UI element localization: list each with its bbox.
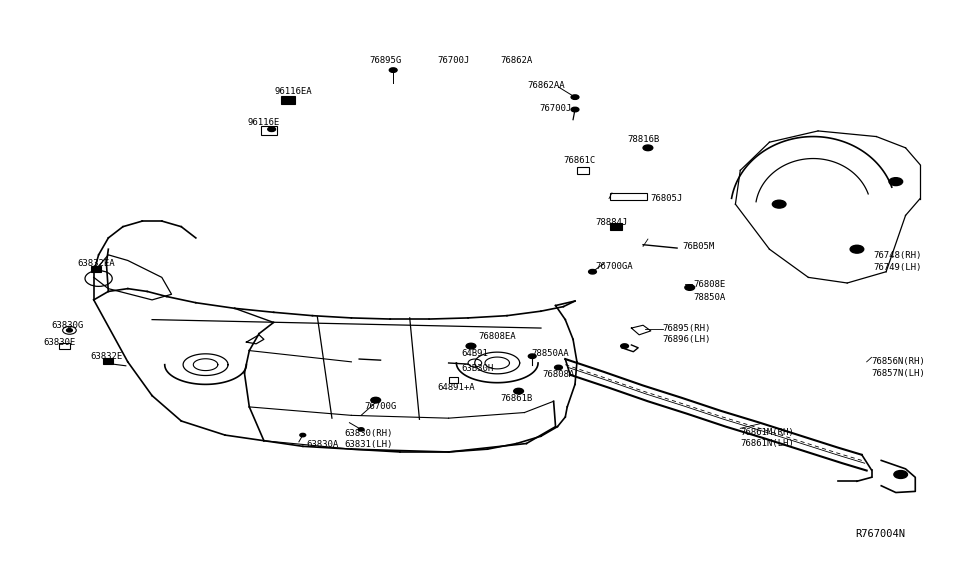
Bar bbox=[577, 167, 589, 174]
Text: 76700GA: 76700GA bbox=[595, 261, 633, 271]
Text: 63830G: 63830G bbox=[52, 321, 84, 330]
Bar bbox=[103, 358, 113, 363]
Text: 76895G: 76895G bbox=[370, 56, 402, 65]
Text: 63830E: 63830E bbox=[44, 338, 76, 346]
Circle shape bbox=[894, 470, 908, 478]
Text: 76808EA: 76808EA bbox=[479, 332, 516, 341]
Text: 78816B: 78816B bbox=[627, 135, 659, 144]
Text: 76861C: 76861C bbox=[564, 156, 596, 165]
Circle shape bbox=[528, 354, 536, 358]
Circle shape bbox=[555, 365, 563, 370]
Text: 76B05M: 76B05M bbox=[682, 242, 715, 251]
Bar bbox=[91, 266, 100, 272]
Text: 76861M(RH): 76861M(RH) bbox=[740, 428, 794, 437]
Text: 76896(LH): 76896(LH) bbox=[662, 335, 711, 344]
Circle shape bbox=[571, 95, 579, 100]
Circle shape bbox=[466, 343, 476, 349]
Text: 76861B: 76861B bbox=[500, 394, 532, 403]
Text: 63830(RH): 63830(RH) bbox=[345, 430, 393, 439]
Circle shape bbox=[268, 127, 276, 131]
Circle shape bbox=[389, 68, 397, 72]
Text: 76700G: 76700G bbox=[365, 402, 397, 411]
Circle shape bbox=[514, 388, 524, 394]
Circle shape bbox=[644, 145, 653, 151]
Circle shape bbox=[370, 397, 380, 403]
Bar bbox=[282, 96, 295, 104]
Text: 64891+A: 64891+A bbox=[438, 383, 475, 392]
Circle shape bbox=[621, 344, 629, 348]
Circle shape bbox=[571, 108, 579, 112]
Bar bbox=[610, 224, 622, 230]
Circle shape bbox=[358, 428, 364, 431]
Bar bbox=[448, 377, 458, 383]
Circle shape bbox=[850, 245, 864, 253]
Text: 76700J: 76700J bbox=[539, 104, 571, 113]
Text: 63831(LH): 63831(LH) bbox=[345, 440, 393, 449]
Bar bbox=[58, 342, 70, 349]
Circle shape bbox=[66, 329, 72, 332]
Text: 63832EA: 63832EA bbox=[78, 259, 115, 268]
Circle shape bbox=[772, 200, 786, 208]
Bar bbox=[610, 194, 647, 200]
Text: 96116EA: 96116EA bbox=[274, 87, 312, 96]
Text: 96116E: 96116E bbox=[248, 118, 280, 127]
Text: 64B91: 64B91 bbox=[461, 349, 488, 358]
Bar bbox=[261, 126, 277, 135]
Text: 63832E: 63832E bbox=[91, 351, 123, 361]
Text: 63B30H: 63B30H bbox=[461, 364, 494, 373]
Circle shape bbox=[889, 178, 903, 186]
Text: 76895(RH): 76895(RH) bbox=[662, 324, 711, 333]
Text: 76808A: 76808A bbox=[542, 370, 574, 379]
Text: 76862AA: 76862AA bbox=[527, 82, 565, 91]
Text: 76748(RH): 76748(RH) bbox=[874, 251, 921, 260]
Text: 76805J: 76805J bbox=[651, 194, 683, 203]
Text: 76857N(LH): 76857N(LH) bbox=[872, 368, 925, 378]
Text: 78884J: 78884J bbox=[596, 218, 628, 226]
Text: 76861N(LH): 76861N(LH) bbox=[740, 439, 794, 448]
Text: 78850AA: 78850AA bbox=[531, 349, 568, 358]
Circle shape bbox=[684, 285, 694, 290]
Text: 76862A: 76862A bbox=[500, 56, 532, 65]
Text: 76700J: 76700J bbox=[438, 56, 470, 65]
Text: 76749(LH): 76749(LH) bbox=[874, 263, 921, 272]
Circle shape bbox=[589, 269, 597, 274]
Text: 76808E: 76808E bbox=[693, 280, 725, 289]
Text: 76856N(RH): 76856N(RH) bbox=[872, 357, 925, 366]
Text: 78850A: 78850A bbox=[693, 293, 725, 302]
Text: R767004N: R767004N bbox=[855, 529, 906, 539]
Text: 63830A: 63830A bbox=[306, 440, 338, 449]
Circle shape bbox=[300, 434, 306, 437]
